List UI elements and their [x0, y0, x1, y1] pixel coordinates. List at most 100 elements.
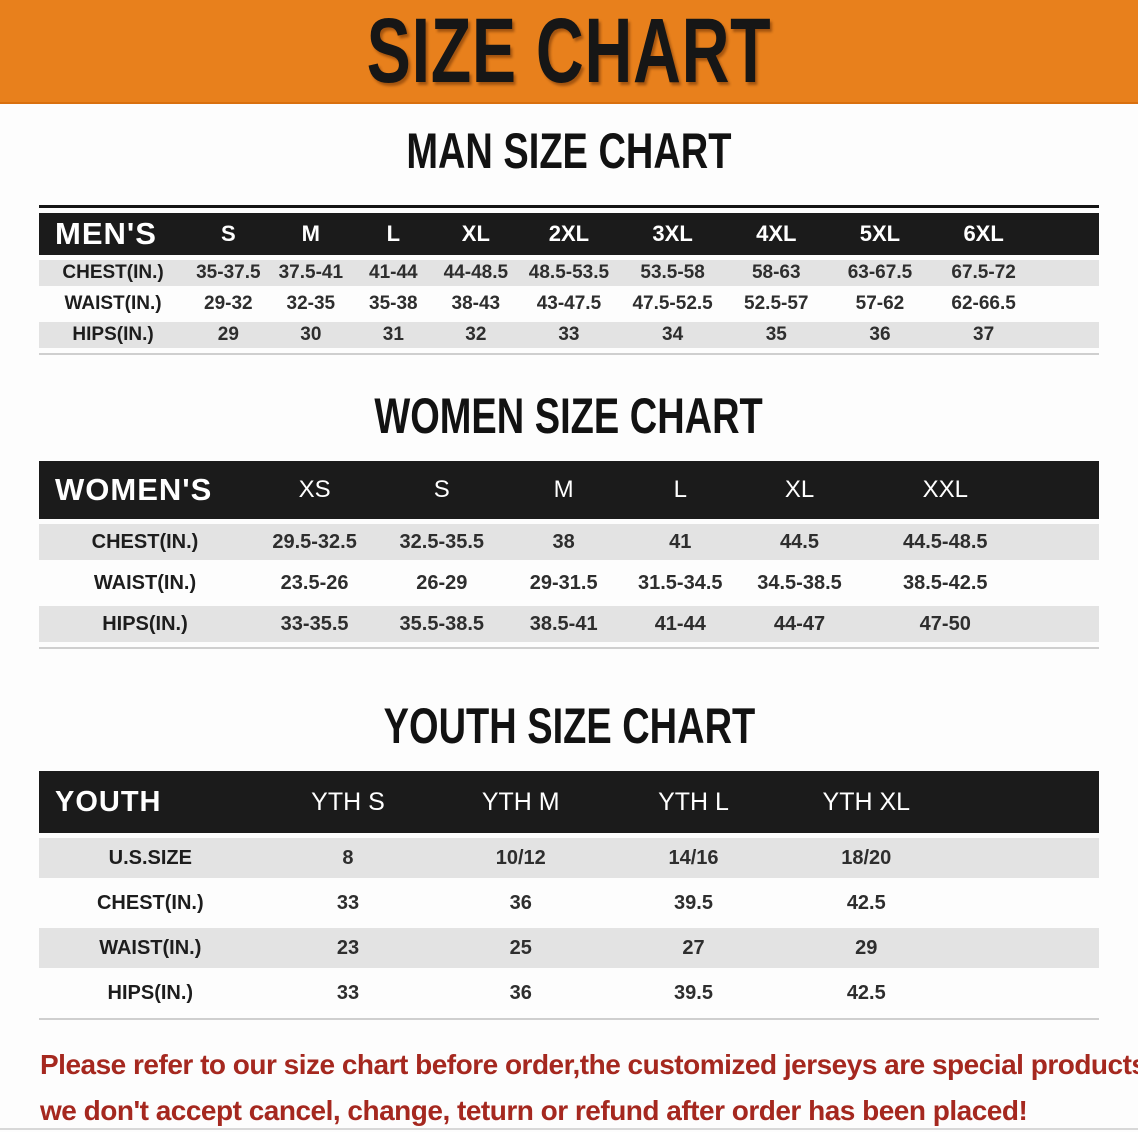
- men-table-top-rule: [39, 205, 1099, 208]
- size-column-header: S: [378, 461, 506, 519]
- notice-line-2: we don't accept cancel, change, teturn o…: [40, 1095, 1028, 1126]
- row-filler: [1035, 322, 1099, 348]
- measurement-value: 38: [505, 524, 622, 560]
- youth-size-table: YOUTH YTH S YTH M YTH L YTH XL U.S.SIZE 8 10/12…: [39, 766, 1099, 1018]
- size-column-header: YTH M: [434, 771, 608, 833]
- size-column-header: L: [621, 461, 739, 519]
- header-filler: [952, 771, 1099, 833]
- measurement-value: 35: [724, 322, 829, 348]
- row-filler: [952, 973, 1099, 1013]
- men-size-table: MEN'S S M L XL 2XL 3XL 4XL 5XL 6XL CHEST(IN.) 35-37…: [39, 208, 1099, 353]
- measurement-value: 36: [434, 973, 608, 1013]
- header-filler: [1030, 461, 1099, 519]
- size-column-header: XL: [434, 213, 518, 255]
- measurement-value: 34.5-38.5: [738, 565, 861, 601]
- bottom-divider: [0, 1128, 1138, 1130]
- measurement-value: 10/12: [434, 838, 608, 878]
- measurement-label: CHEST(IN.): [39, 883, 262, 923]
- size-column-header: 2XL: [517, 213, 621, 255]
- size-header-row: WOMEN'S XS S M L XL XXL: [39, 461, 1099, 519]
- measurement-value: 53.5-58: [620, 260, 725, 286]
- measurement-value: 38.5-41: [505, 606, 622, 642]
- measurement-value: 48.5-53.5: [517, 260, 621, 286]
- women-section-heading: WOMEN SIZE CHART: [0, 389, 1138, 456]
- measurement-value: 41-44: [621, 606, 739, 642]
- man-section-heading: MAN SIZE CHART: [0, 124, 1138, 191]
- size-column-header: M: [505, 461, 622, 519]
- measurement-value: 41-44: [352, 260, 435, 286]
- measurement-value: 38-43: [434, 291, 518, 317]
- measurement-label: CHEST(IN.): [39, 260, 188, 286]
- measurement-label: CHEST(IN.): [39, 524, 251, 560]
- measurement-value: 57-62: [828, 291, 932, 317]
- measurement-value: 33-35.5: [251, 606, 379, 642]
- measurement-value: 29.5-32.5: [251, 524, 379, 560]
- measurement-value: 39.5: [607, 973, 780, 1013]
- size-column-header: XS: [251, 461, 379, 519]
- notice-line-1: Please refer to our size chart before or…: [40, 1049, 1138, 1080]
- measurement-row: HIPS(IN.) 29 30 31 32 33 34 35 36 37: [39, 322, 1099, 348]
- banner-title: SIZE CHART: [366, 0, 772, 102]
- measurement-label: HIPS(IN.): [39, 606, 251, 642]
- size-column-header: L: [352, 213, 435, 255]
- measurement-value: 31: [352, 322, 435, 348]
- measurement-value: 25: [434, 928, 608, 968]
- order-notice: Please refer to our size chart before or…: [40, 1042, 1138, 1132]
- measurement-value: 14/16: [607, 838, 780, 878]
- measurement-value: 33: [261, 883, 435, 923]
- banner: SIZE CHART: [0, 0, 1138, 104]
- size-column-header: XL: [738, 461, 861, 519]
- measurement-value: 36: [434, 883, 608, 923]
- measurement-value: 38.5-42.5: [860, 565, 1031, 601]
- measurement-label: HIPS(IN.): [39, 973, 262, 1013]
- measurement-value: 47.5-52.5: [620, 291, 725, 317]
- measurement-value: 44-47: [738, 606, 861, 642]
- size-header-row: YOUTH YTH S YTH M YTH L YTH XL: [39, 771, 1099, 833]
- measurement-value: 42.5: [779, 883, 953, 923]
- measurement-value: 32: [434, 322, 518, 348]
- header-filler: [1035, 213, 1099, 255]
- measurement-value: 29: [187, 322, 270, 348]
- size-header-row: MEN'S S M L XL 2XL 3XL 4XL 5XL 6XL: [39, 213, 1099, 255]
- size-column-header: YTH S: [261, 771, 435, 833]
- measurement-value: 30: [269, 322, 353, 348]
- measurement-label: WAIST(IN.): [39, 291, 188, 317]
- measurement-value: 42.5: [779, 973, 953, 1013]
- measurement-label: HIPS(IN.): [39, 322, 188, 348]
- measurement-value: 18/20: [779, 838, 953, 878]
- measurement-value: 31.5-34.5: [621, 565, 739, 601]
- measurement-value: 33: [517, 322, 621, 348]
- measurement-row: CHEST(IN.) 35-37.5 37.5-41 41-44 44-48.5 48.5…: [39, 260, 1099, 286]
- measurement-value: 29-32: [187, 291, 270, 317]
- measurement-row: CHEST(IN.) 29.5-32.5 32.5-35.5 38 41 44.5 44.5…: [39, 524, 1099, 560]
- measurement-value: 34: [620, 322, 725, 348]
- measurement-value: 36: [828, 322, 932, 348]
- measurement-value: 35-38: [352, 291, 435, 317]
- measurement-value: 47-50: [860, 606, 1031, 642]
- measurement-value: 32-35: [269, 291, 353, 317]
- size-column-header: YTH L: [607, 771, 780, 833]
- measurement-value: 35.5-38.5: [378, 606, 506, 642]
- measurement-row: HIPS(IN.) 33-35.5 35.5-38.5 38.5-41 41-44 44-…: [39, 606, 1099, 642]
- row-filler: [952, 928, 1099, 968]
- measurement-value: 41: [621, 524, 739, 560]
- measurement-row: U.S.SIZE 8 10/12 14/16 18/20: [39, 838, 1099, 878]
- measurement-value: 44.5-48.5: [860, 524, 1031, 560]
- youth-section-heading: YOUTH SIZE CHART: [0, 699, 1138, 766]
- measurement-value: 63-67.5: [828, 260, 932, 286]
- size-column-header: 4XL: [724, 213, 829, 255]
- row-filler: [1030, 524, 1099, 560]
- measurement-row: WAIST(IN.) 23.5-26 26-29 29-31.5 31.5-34.5 34…: [39, 565, 1099, 601]
- row-filler: [1035, 260, 1099, 286]
- measurement-value: 23.5-26: [251, 565, 379, 601]
- measurement-value: 33: [261, 973, 435, 1013]
- youth-heading-text: YOUTH SIZE CHART: [383, 698, 755, 754]
- man-heading-text: MAN SIZE CHART: [406, 123, 732, 179]
- table-group-label: WOMEN'S: [39, 461, 251, 519]
- size-column-header: 6XL: [931, 213, 1036, 255]
- measurement-row: WAIST(IN.) 23 25 27 29: [39, 928, 1099, 968]
- measurement-label: U.S.SIZE: [39, 838, 262, 878]
- measurement-value: 37.5-41: [269, 260, 353, 286]
- measurement-value: 58-63: [724, 260, 829, 286]
